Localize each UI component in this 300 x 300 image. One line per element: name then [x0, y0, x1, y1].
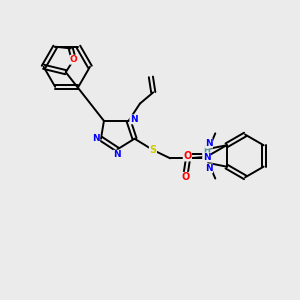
- Text: S: S: [149, 145, 157, 155]
- Text: N: N: [92, 134, 100, 143]
- Text: N: N: [205, 164, 213, 173]
- Text: O: O: [70, 55, 78, 64]
- Text: N: N: [203, 153, 210, 162]
- Text: O: O: [183, 151, 191, 161]
- Text: N: N: [205, 139, 213, 148]
- Text: N: N: [113, 150, 121, 159]
- Text: O: O: [182, 172, 190, 182]
- Text: N: N: [130, 115, 137, 124]
- Text: H: H: [203, 146, 210, 155]
